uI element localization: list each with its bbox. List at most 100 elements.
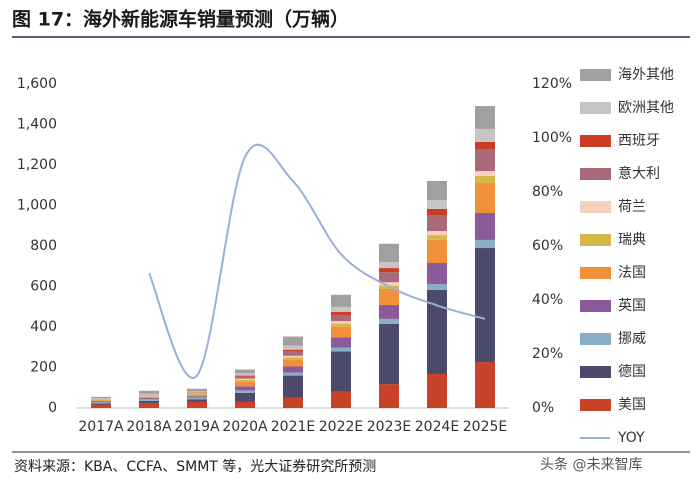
bar-segment [379, 272, 399, 282]
bar-segment [187, 389, 207, 392]
bar-segment [331, 338, 351, 348]
bar-segment [475, 176, 495, 183]
bar-segment [187, 394, 207, 395]
bar-segment [283, 376, 303, 398]
y2-tick-label: 80% [532, 184, 563, 200]
bar-segment [283, 352, 303, 356]
y2-tick-label: 0% [532, 400, 554, 416]
bar-segment [91, 405, 111, 408]
watermark: 头条 @未来智库 [540, 456, 642, 473]
y-tick-label: 1,600 [17, 76, 57, 92]
y-tick-label: 1,400 [17, 117, 57, 133]
bar-segment [283, 366, 303, 372]
bar-segment [475, 240, 495, 248]
bar-segment [187, 393, 207, 394]
x-tick-label: 2024E [415, 419, 459, 435]
source: 资料来源：KBA、CCFA、SMMT 等，光大证券研究所预测 [14, 458, 376, 475]
x-tick-label: 2025E [463, 419, 507, 435]
bar-segment [475, 213, 495, 240]
bar-segment [235, 402, 255, 408]
chart-title: 图 17：海外新能源车销量预测（万辆） [12, 8, 349, 31]
bar-segment [187, 397, 207, 399]
bar-segment [139, 391, 159, 394]
bar-segment [427, 200, 447, 209]
bar-segment [331, 326, 351, 337]
bar-segment [379, 384, 399, 408]
bar-segment [427, 284, 447, 290]
bar-segment [235, 379, 255, 380]
legend-label: 西班牙 [618, 133, 660, 149]
y2-tick-label: 100% [532, 130, 572, 146]
bar-segment [427, 263, 447, 284]
legend-swatch [580, 234, 611, 246]
legend-swatch [580, 399, 611, 411]
y2-tick-label: 20% [532, 346, 563, 362]
bar-segment [475, 248, 495, 362]
bar-segment [427, 231, 447, 235]
bar-segment [235, 377, 255, 379]
y2-tick-label: 40% [532, 292, 563, 308]
bar-segment [91, 400, 111, 401]
bar-segment [427, 235, 447, 240]
bar-segment [427, 374, 447, 408]
y-tick-label: 800 [30, 238, 57, 254]
bar-segment [139, 394, 159, 396]
bar-segment [91, 402, 111, 403]
bar-segment [235, 393, 255, 402]
legend-swatch [580, 267, 611, 279]
bar-segment [475, 106, 495, 129]
y-tick-label: 400 [30, 319, 57, 335]
legend-label: 意大利 [618, 165, 660, 182]
bar-segment [283, 356, 303, 358]
bar-segment [475, 129, 495, 142]
bar-segment [235, 370, 255, 374]
bar-segment [331, 321, 351, 323]
legend-swatch [580, 69, 611, 81]
legend-swatch [580, 168, 611, 180]
bar-segment [379, 319, 399, 324]
x-tick-label: 2017A [78, 419, 124, 435]
bar-segment [379, 324, 399, 384]
legend-swatch [580, 300, 611, 312]
bar-segment [235, 381, 255, 386]
bar-segment [91, 397, 111, 398]
legend-swatch [580, 102, 611, 114]
bar-segment [427, 215, 447, 231]
bar-segment [475, 149, 495, 171]
bar-segment [427, 209, 447, 215]
bar-segment [283, 346, 303, 350]
x-tick-label: 2023E [367, 419, 411, 435]
bar-segment [331, 392, 351, 408]
bar-segment [331, 295, 351, 307]
legend-label: 美国 [618, 397, 646, 413]
legend-swatch [580, 333, 611, 345]
legend-label: 法国 [618, 265, 646, 281]
y-tick-label: 1,200 [17, 157, 57, 173]
bar-segment [187, 399, 207, 401]
x-tick-label: 2022E [319, 419, 363, 435]
legend-swatch [580, 366, 611, 378]
legend-label: 海外其他 [618, 67, 674, 83]
x-tick-label: 2020A [222, 419, 268, 435]
bar-segment [331, 312, 351, 315]
bar-segment [139, 396, 159, 397]
bar-segment [427, 240, 447, 263]
bar-segment [475, 142, 495, 149]
bar-segment [475, 171, 495, 176]
legend-label: 荷兰 [618, 199, 646, 215]
y-tick-label: 0 [48, 400, 57, 416]
legend-label: 挪威 [618, 331, 646, 347]
bar-segment [283, 357, 303, 359]
x-tick-label: 2021E [271, 419, 315, 435]
bar-segment [379, 268, 399, 272]
y2-tick-label: 60% [532, 238, 563, 254]
bar-segment [283, 398, 303, 408]
bar-segment [235, 386, 255, 390]
legend-swatch [580, 135, 611, 147]
bar-segment [187, 396, 207, 397]
y-tick-label: 600 [30, 279, 57, 295]
legend-label: 欧洲其他 [618, 100, 674, 116]
bar-segment [139, 397, 159, 398]
